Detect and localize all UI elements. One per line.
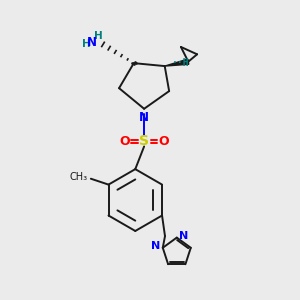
Text: H: H	[94, 31, 103, 41]
Text: ··H: ··H	[172, 58, 190, 68]
Text: S: S	[139, 134, 149, 148]
Text: N: N	[151, 241, 160, 251]
Text: N: N	[179, 231, 188, 241]
Text: N: N	[139, 111, 149, 124]
Text: H: H	[82, 39, 91, 49]
Text: N: N	[87, 36, 97, 49]
Text: O: O	[120, 135, 130, 148]
Text: CH₃: CH₃	[70, 172, 88, 182]
Polygon shape	[165, 59, 189, 66]
Text: O: O	[158, 135, 169, 148]
